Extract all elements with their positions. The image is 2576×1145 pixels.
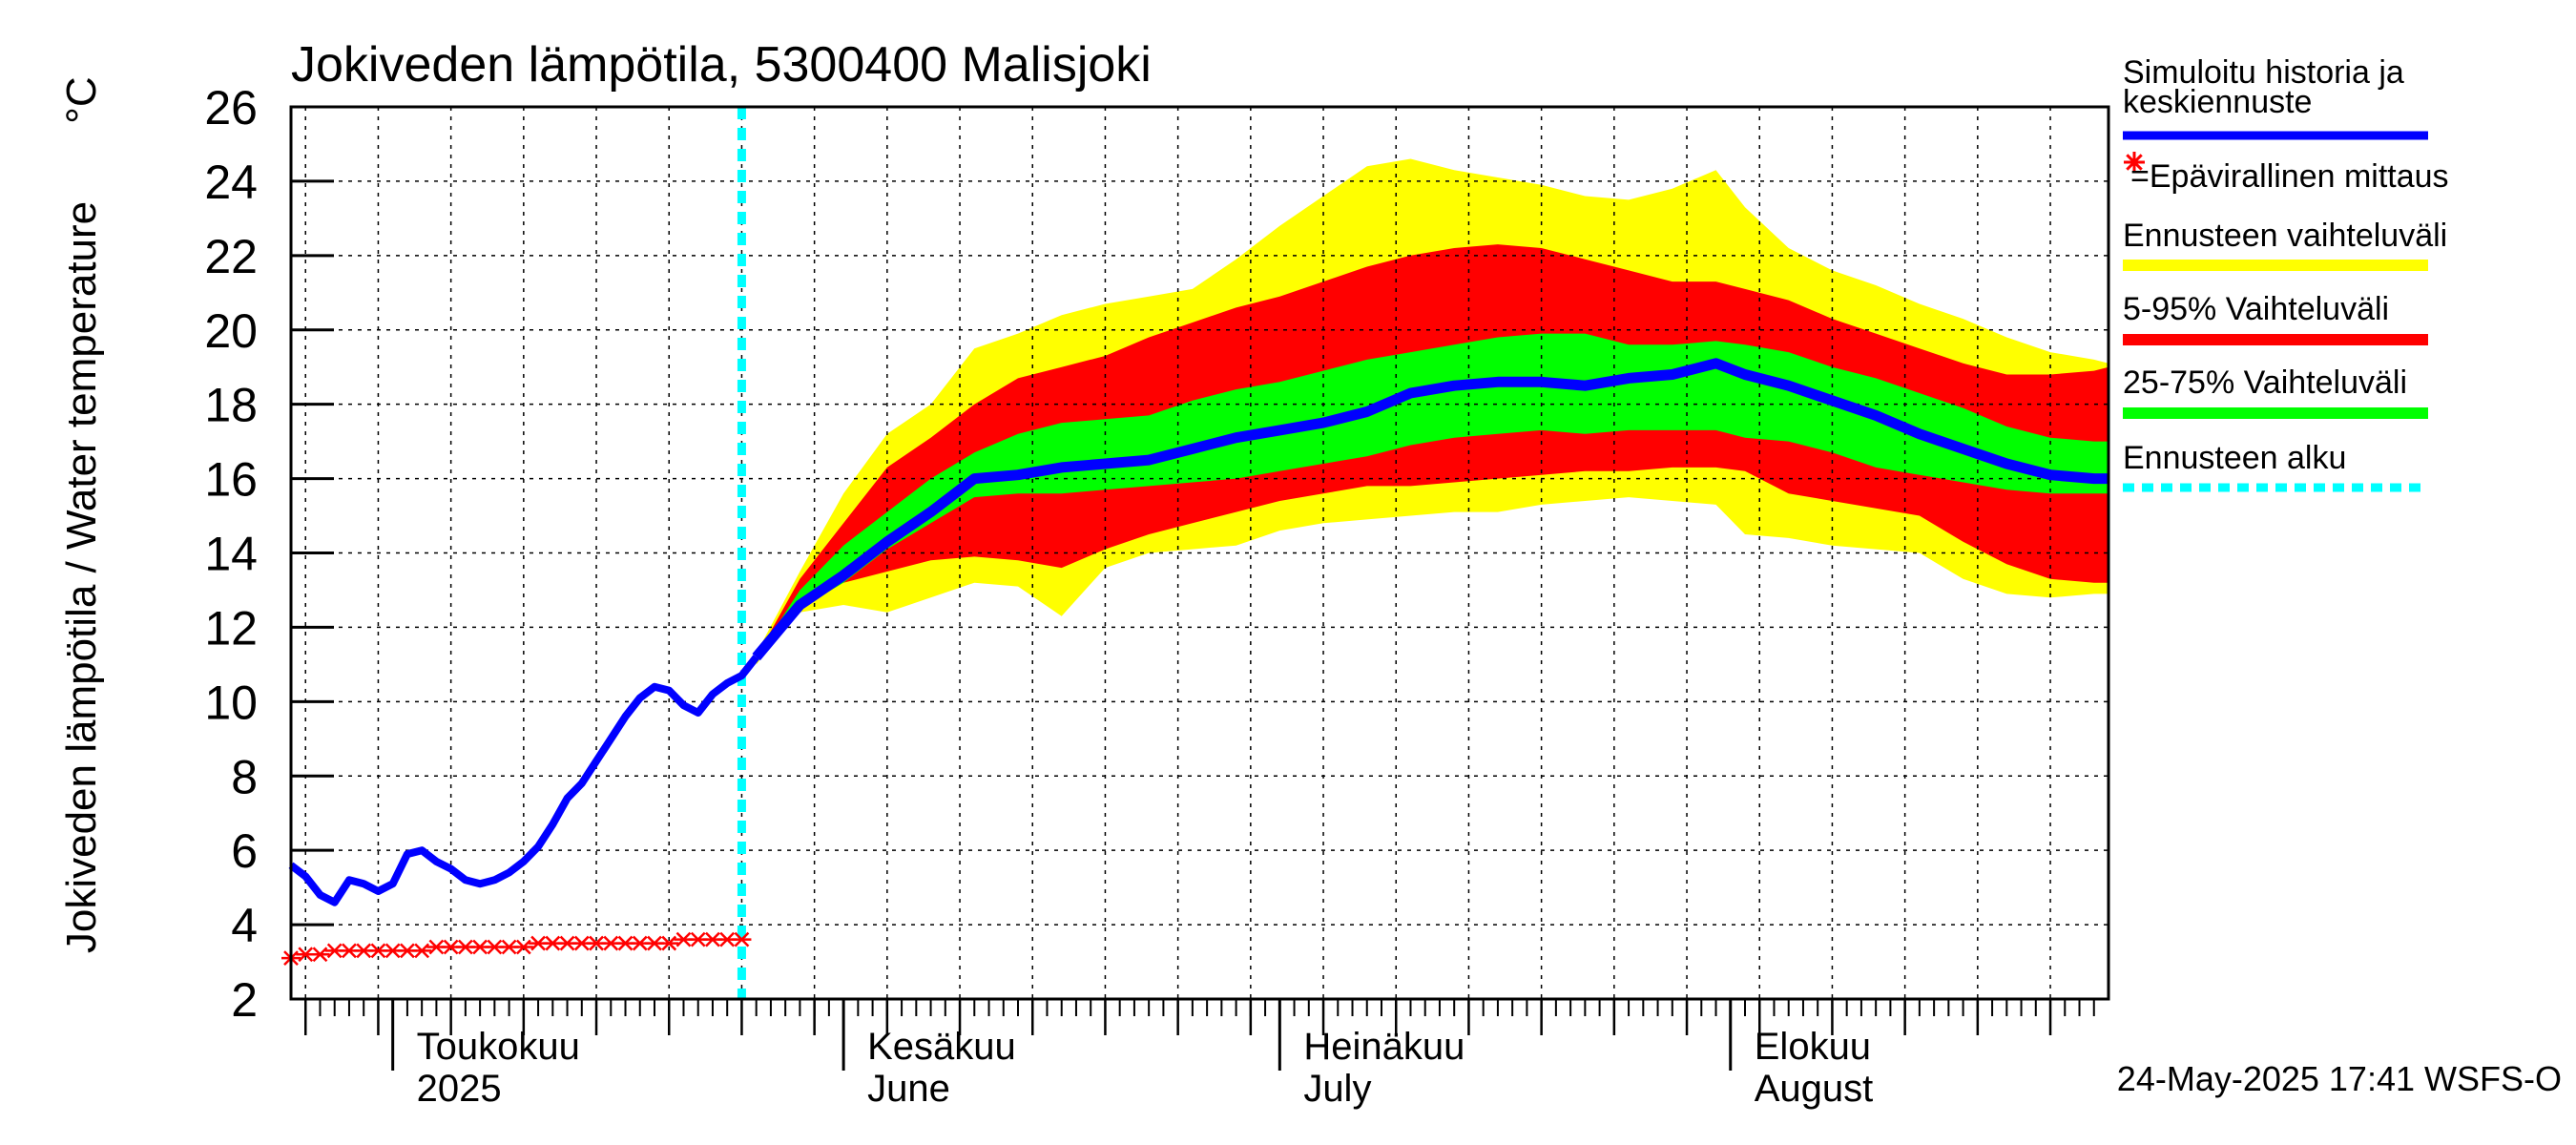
legend-label-25-75: 25-75% Vaihteluväli	[2123, 364, 2407, 401]
marker-stroke	[356, 943, 372, 959]
marker-stroke	[298, 947, 314, 963]
marker-stroke	[414, 943, 430, 959]
marker-stroke	[705, 931, 720, 947]
y-tick-label: 16	[204, 453, 258, 507]
marker-stroke	[487, 939, 503, 955]
marker-stroke	[312, 947, 328, 963]
marker-stroke	[326, 943, 343, 959]
measurement-point	[732, 931, 752, 947]
marker-stroke	[661, 935, 677, 951]
y-tick-label: 8	[231, 750, 258, 803]
history-line	[288, 655, 759, 906]
marker-stroke	[617, 935, 634, 951]
marker-stroke	[501, 939, 517, 955]
legend-label-history: Simuloitu historia ja	[2123, 54, 2404, 91]
marker-stroke	[603, 935, 619, 951]
month-label-fi: Elokuu	[1755, 1026, 1871, 1068]
marker-stroke	[545, 935, 561, 951]
marker-stroke	[573, 935, 590, 951]
marker-stroke	[342, 943, 357, 959]
y-tick-label: 6	[231, 824, 258, 878]
marker-stroke	[457, 939, 473, 955]
y-tick-label: 14	[204, 528, 258, 581]
marker-stroke	[632, 935, 648, 951]
y-tick-label: 26	[204, 81, 258, 135]
marker-stroke	[647, 935, 662, 951]
measurement-point	[310, 947, 330, 963]
y-tick-label: 10	[204, 676, 258, 729]
measurement-markers	[281, 931, 752, 967]
marker-stroke	[690, 931, 706, 947]
y-tick-label: 22	[204, 230, 258, 283]
month-label-en: August	[1755, 1068, 1874, 1110]
measurement-point	[513, 939, 533, 955]
forecast-bands	[756, 158, 2109, 665]
measurement-point	[412, 943, 432, 959]
band-5-95	[756, 244, 2109, 661]
month-label-fi: Heinäkuu	[1303, 1026, 1465, 1068]
month-label-fi: Kesäkuu	[867, 1026, 1016, 1068]
plot-area	[281, 105, 2110, 1001]
y-tick-label: 24	[204, 156, 258, 209]
month-label-fi: Toukokuu	[417, 1026, 580, 1068]
y-tick-label: 12	[204, 601, 258, 655]
marker-stroke	[719, 931, 736, 947]
marker-stroke	[515, 939, 531, 955]
footer-timestamp: 24-May-2025 17:41 WSFS-O	[2117, 1059, 2562, 1098]
marker-stroke	[530, 935, 546, 951]
series-lines	[288, 107, 2109, 999]
marker-stroke	[400, 943, 415, 959]
measurement-point	[659, 935, 679, 951]
y-tick-label: 4	[231, 899, 258, 952]
marker-stroke	[384, 943, 401, 959]
legend-marker-measurement	[2126, 154, 2143, 171]
legend-label-full-range: Ennusteen vaihteluväli	[2123, 218, 2447, 254]
y-tick-label: 18	[204, 379, 258, 432]
month-label-en: June	[867, 1068, 950, 1110]
marker-stroke	[472, 939, 488, 955]
marker-stroke	[589, 935, 604, 951]
band-25-75	[756, 333, 2109, 657]
y-axis-unit: °C	[58, 76, 105, 123]
marker-stroke	[559, 935, 575, 951]
y-tick-label: 20	[204, 304, 258, 358]
median-forecast-line	[752, 358, 2109, 661]
legend-label-forecast-start: Ennusteen alku	[2123, 440, 2346, 476]
y-tick-label: 2	[231, 973, 258, 1027]
marker-stroke	[675, 931, 692, 947]
marker-stroke	[443, 939, 459, 955]
legend-label-measurement: =Epävirallinen mittaus	[2130, 158, 2449, 195]
legend-label-history: keskiennuste	[2123, 84, 2312, 120]
chart-title: Jokiveden lämpötila, 5300400 Malisjoki	[291, 37, 1152, 93]
marker-stroke	[428, 939, 445, 955]
marker-stroke	[734, 931, 750, 947]
marker-stroke	[370, 943, 386, 959]
y-axis-label: Jokiveden lämpötila / Water temperature	[58, 201, 105, 953]
month-label-en: July	[1303, 1068, 1371, 1110]
month-label-en: 2025	[417, 1068, 502, 1110]
legend-label-5-95: 5-95% Vaihteluväli	[2123, 291, 2389, 327]
